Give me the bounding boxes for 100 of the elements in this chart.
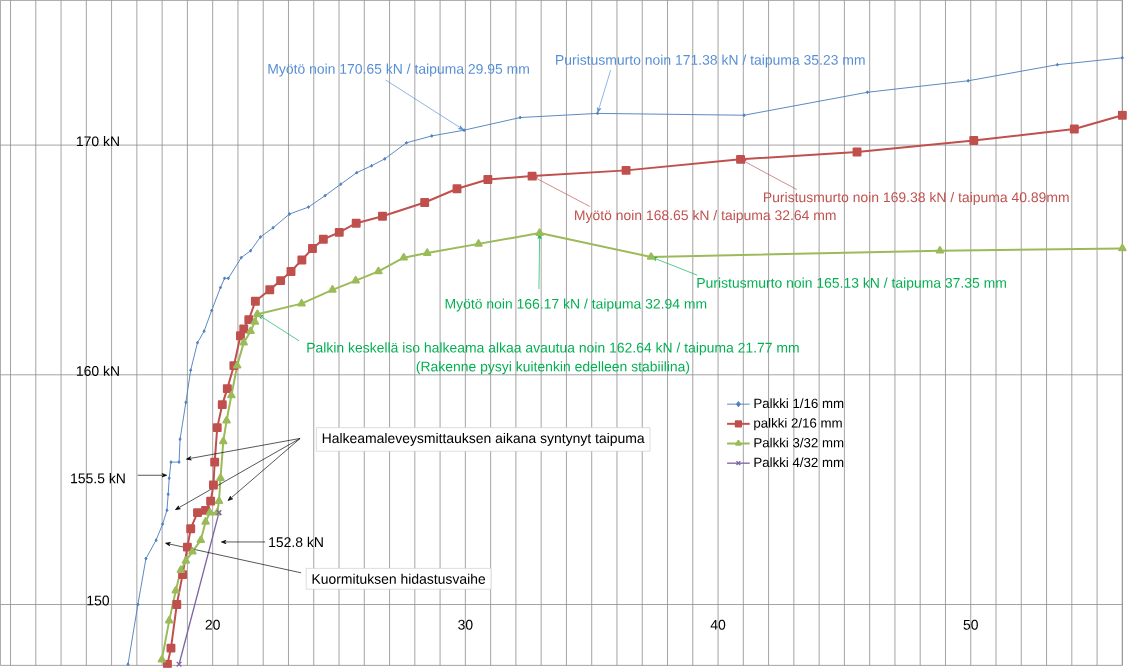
point <box>297 255 307 265</box>
legend-label: Palkki 4/32 mm <box>754 457 844 468</box>
point <box>181 556 191 564</box>
point <box>646 252 656 260</box>
point <box>374 266 383 275</box>
point <box>1120 56 1124 60</box>
point <box>201 517 210 525</box>
point <box>222 276 227 281</box>
point <box>308 244 317 254</box>
point <box>186 524 196 534</box>
point <box>227 390 236 399</box>
point <box>1069 124 1079 134</box>
point <box>214 496 224 505</box>
point <box>217 400 227 410</box>
point <box>193 508 202 518</box>
point <box>258 235 262 240</box>
point <box>742 113 746 118</box>
point <box>208 480 218 490</box>
point <box>527 171 537 181</box>
point <box>370 164 374 168</box>
point <box>177 460 181 465</box>
point <box>176 565 186 574</box>
annotation: Halkeamaleveysmittauksen aikana syntynyt taipuma <box>322 433 645 447</box>
annotation: 152.8 kN <box>269 537 323 548</box>
point <box>195 340 200 345</box>
point <box>483 175 493 185</box>
point <box>383 157 387 161</box>
point <box>157 655 167 663</box>
point <box>452 184 462 194</box>
annotation: Puristusmurto noin 169.38 kN / taipuma 40.89mm <box>764 192 1069 206</box>
point <box>430 134 434 138</box>
point <box>144 556 148 561</box>
annotation: Kuormituksen hidastusvaihe <box>312 573 486 585</box>
point <box>399 253 408 261</box>
annotation: Myötö noin 170.65 kN / taipuma 29.95 mm <box>268 63 529 77</box>
point <box>271 226 275 230</box>
point <box>126 662 130 667</box>
point <box>323 193 327 198</box>
point <box>462 128 466 133</box>
point <box>216 473 225 482</box>
point <box>250 317 260 325</box>
point <box>166 492 170 497</box>
point <box>378 212 387 221</box>
point <box>246 326 255 335</box>
point <box>339 182 343 187</box>
point <box>518 115 522 120</box>
point <box>205 508 215 516</box>
point <box>222 384 232 394</box>
point <box>169 460 173 465</box>
point <box>966 79 970 83</box>
point <box>161 522 165 527</box>
legend-label: Palkki 3/32 mm <box>754 437 844 448</box>
annotation: Myötö noin 168.65 kN / taipuma 32.64 mm <box>575 210 836 224</box>
point <box>420 198 430 208</box>
y-tick-label: 160 kN <box>76 365 119 377</box>
point <box>239 255 243 260</box>
annotation: Puristusmurto noin 171.38 kN / taipuma 35.23 mm <box>556 54 865 68</box>
point <box>218 285 223 290</box>
y-tick-label: 155.5 kN <box>71 473 125 484</box>
y-tick-label: 170 kN <box>76 136 119 147</box>
point <box>351 276 360 284</box>
point <box>250 297 260 306</box>
annotation: (Rakenne pysyi kuitenkin edelleen stabiilina) <box>416 361 690 375</box>
point <box>244 315 254 325</box>
point <box>935 246 945 254</box>
point <box>196 535 206 544</box>
point <box>736 155 745 164</box>
point <box>136 602 140 607</box>
point <box>202 329 206 334</box>
x-tick-label: 40 <box>710 620 726 630</box>
point <box>165 508 169 513</box>
point <box>306 205 311 210</box>
point <box>171 586 180 594</box>
point <box>297 299 306 307</box>
point <box>286 267 296 277</box>
x-tick-label: 50 <box>963 620 978 630</box>
point <box>189 368 193 373</box>
point <box>595 111 600 116</box>
point <box>164 616 174 624</box>
point <box>287 212 292 217</box>
point <box>188 547 197 555</box>
point <box>172 600 182 610</box>
point <box>535 228 544 237</box>
y-tick-label: 150 <box>87 595 110 606</box>
point <box>276 276 286 286</box>
point <box>249 248 253 253</box>
point <box>1055 62 1059 67</box>
point <box>178 437 182 442</box>
point <box>422 248 432 257</box>
point <box>182 542 192 552</box>
legend-label: Palkki 1/16 mm <box>754 398 844 409</box>
x-tick-label: 20 <box>205 620 220 630</box>
point <box>219 436 228 445</box>
point <box>184 400 188 405</box>
point <box>969 136 979 146</box>
point <box>355 170 359 175</box>
point <box>239 324 249 334</box>
point <box>212 423 222 433</box>
point <box>210 308 214 313</box>
annotation: Puristusmurto noin 165.13 kN / taipuma 37.35 mm <box>697 277 1006 291</box>
